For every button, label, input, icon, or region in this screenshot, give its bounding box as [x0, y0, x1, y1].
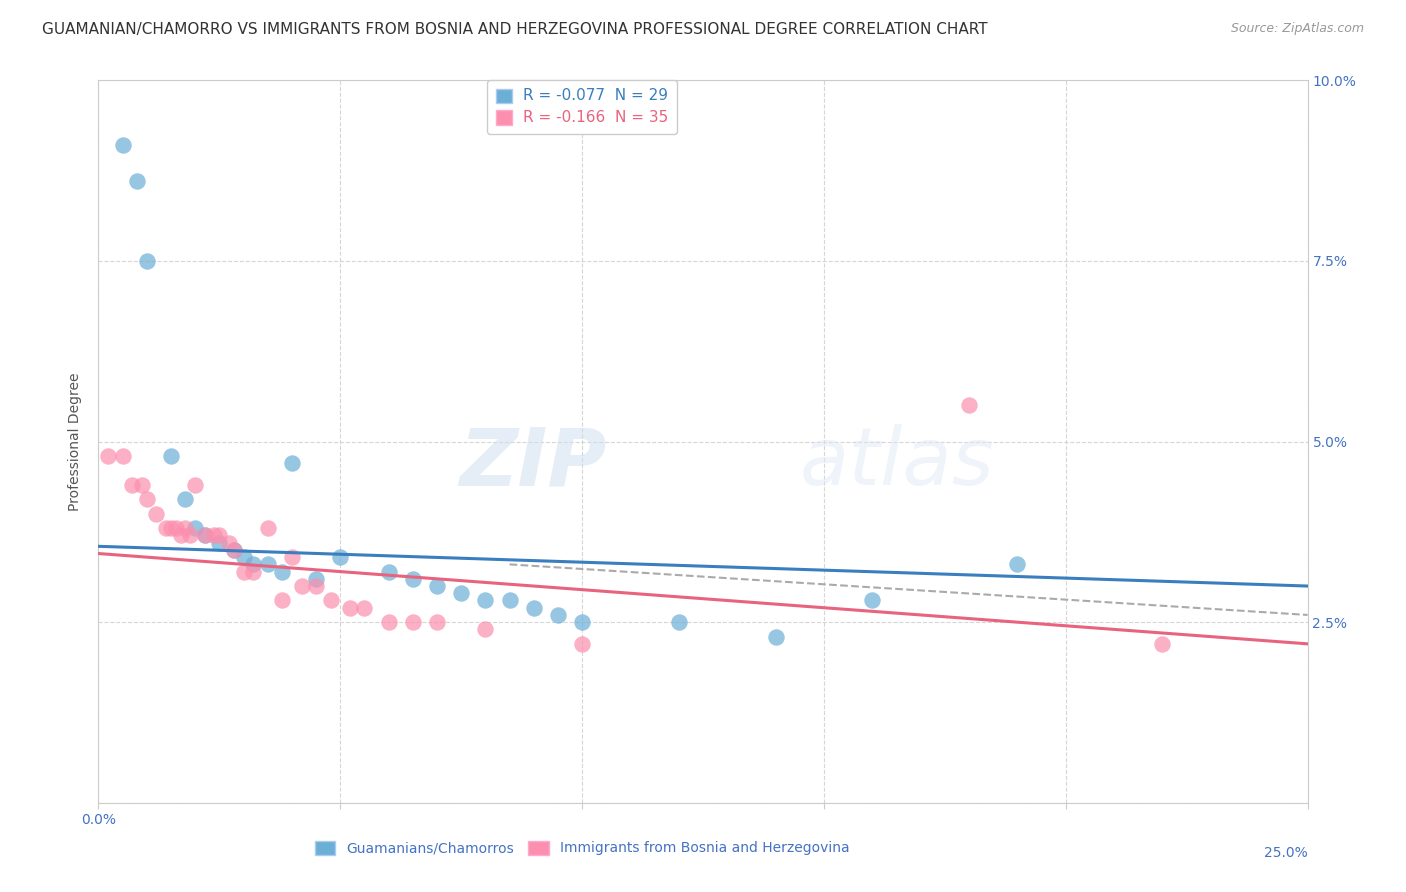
Point [1007, 558, 1029, 572]
Point [668, 615, 690, 630]
Point [204, 528, 226, 542]
Point [232, 550, 254, 565]
Point [232, 565, 254, 579]
Point [305, 572, 328, 586]
Y-axis label: Professional Degree: Professional Degree [69, 372, 83, 511]
Point [131, 478, 153, 492]
Point [121, 478, 143, 492]
Point [242, 558, 264, 572]
Point [111, 449, 134, 463]
Text: GUAMANIAN/CHAMORRO VS IMMIGRANTS FROM BOSNIA AND HERZEGOVINA PROFESSIONAL DEGREE: GUAMANIAN/CHAMORRO VS IMMIGRANTS FROM BO… [42, 22, 988, 37]
Point [111, 138, 134, 153]
Point [426, 615, 449, 630]
Point [1152, 637, 1174, 651]
Text: atlas: atlas [800, 425, 994, 502]
Point [165, 521, 187, 535]
Point [256, 558, 278, 572]
Point [145, 507, 167, 521]
Point [402, 572, 425, 586]
Text: Source: ZipAtlas.com: Source: ZipAtlas.com [1230, 22, 1364, 36]
Point [208, 535, 231, 549]
Point [218, 535, 240, 549]
Point [498, 593, 520, 607]
Point [571, 615, 593, 630]
Point [450, 586, 472, 600]
Text: ZIP: ZIP [458, 425, 606, 502]
Point [281, 550, 304, 565]
Point [194, 528, 217, 542]
Point [155, 521, 177, 535]
Text: 25.0%: 25.0% [1264, 847, 1308, 860]
Point [305, 579, 328, 593]
Point [208, 528, 231, 542]
Point [860, 593, 883, 607]
Point [339, 600, 361, 615]
Point [135, 492, 157, 507]
Point [377, 565, 399, 579]
Point [329, 550, 352, 565]
Point [222, 542, 245, 557]
Point [474, 593, 496, 607]
Point [160, 449, 183, 463]
Point [169, 528, 191, 542]
Point [547, 607, 569, 622]
Point [256, 521, 278, 535]
Point [184, 521, 207, 535]
Point [174, 521, 197, 535]
Point [271, 593, 294, 607]
Point [290, 579, 312, 593]
Point [377, 615, 399, 630]
Point [571, 637, 593, 651]
Point [242, 565, 264, 579]
Point [765, 630, 787, 644]
Point [222, 542, 245, 557]
Point [97, 449, 120, 463]
Point [402, 615, 425, 630]
Point [426, 579, 449, 593]
Point [957, 398, 980, 412]
Point [271, 565, 294, 579]
Point [474, 623, 496, 637]
Point [135, 254, 157, 268]
Point [194, 528, 217, 542]
Point [281, 456, 304, 470]
Point [174, 492, 197, 507]
Point [319, 593, 342, 607]
Legend: Guamanians/Chamorros, Immigrants from Bosnia and Herzegovina: Guamanians/Chamorros, Immigrants from Bo… [309, 835, 855, 861]
Point [184, 478, 207, 492]
Point [353, 600, 375, 615]
Point [523, 600, 546, 615]
Point [179, 528, 201, 542]
Point [160, 521, 183, 535]
Point [127, 174, 149, 188]
